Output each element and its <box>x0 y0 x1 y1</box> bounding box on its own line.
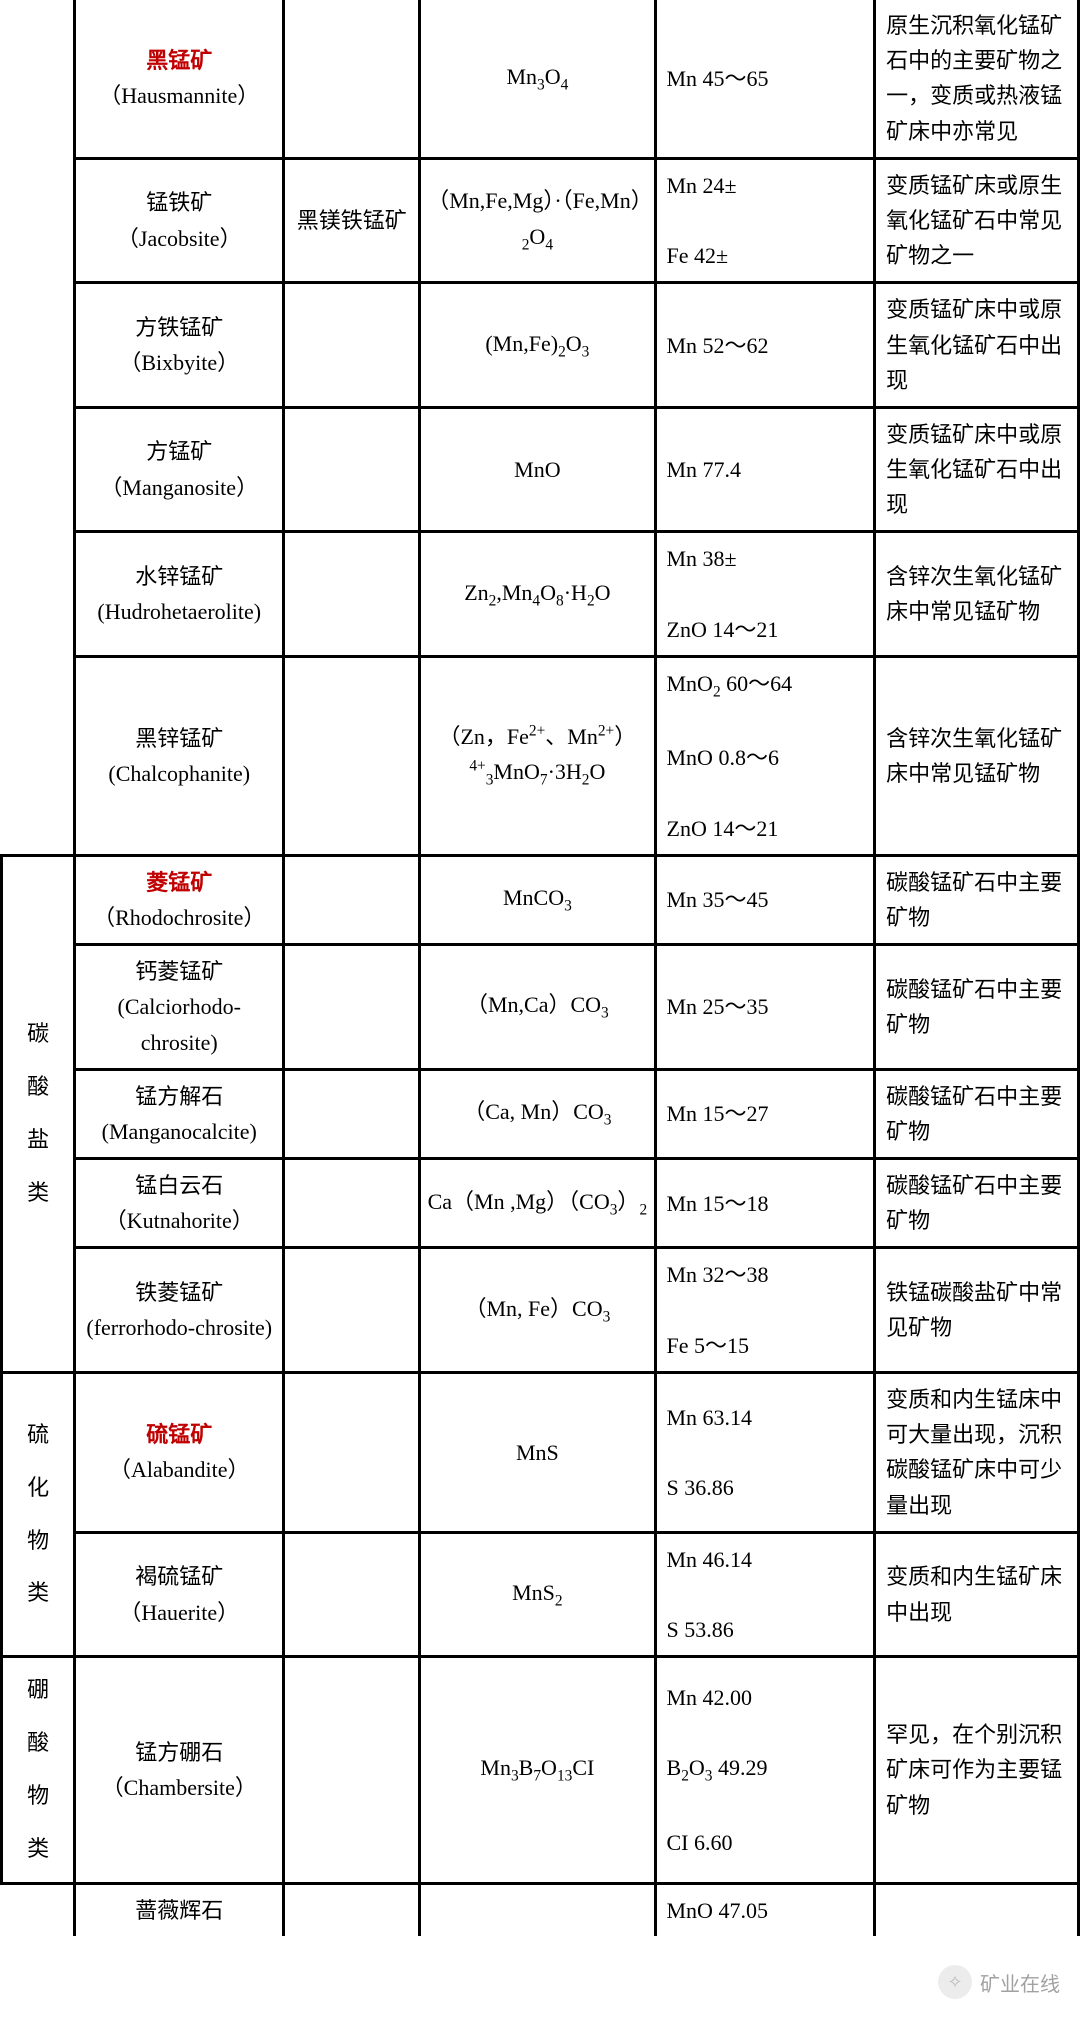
description-cell: 罕见，在个别沉积矿床可作为主要锰矿物 <box>875 1657 1079 1883</box>
elements-cell: Mn 38±ZnO 14～21 <box>655 532 875 657</box>
table-row: 褐硫锰矿（Hauerite） MnS2Mn 46.14S 53.86变质和内生锰矿… <box>2 1532 1079 1657</box>
mineral-name: 褐硫锰矿（Hauerite） <box>75 1532 284 1657</box>
variant-cell <box>284 1657 420 1883</box>
description-cell: 变质和内生锰床中可大量出现，沉积碳酸锰矿床中可少量出现 <box>875 1373 1079 1533</box>
elements-cell: Mn 15～27 <box>655 1069 875 1158</box>
variant-cell <box>284 657 420 856</box>
variant-cell <box>284 855 420 944</box>
formula-cell: (Mn,Fe)2O3 <box>420 283 655 408</box>
description-cell: 原生沉积氧化锰矿石中的主要矿物之一，变质或热液锰矿床中亦常见 <box>875 0 1079 158</box>
variant-cell <box>284 407 420 532</box>
table-row: 方锰矿（Manganosite） MnOMn 77.4变质锰矿床中或原生氧化锰矿石… <box>2 407 1079 532</box>
description-cell: 变质和内生锰矿床中出现 <box>875 1532 1079 1657</box>
elements-cell: MnO 47.05 <box>655 1883 875 1936</box>
elements-cell: Mn 45～65 <box>655 0 875 158</box>
mineral-name: 锰白云石（Kutnahorite） <box>75 1159 284 1248</box>
description-cell: 碳酸锰矿石中主要矿物 <box>875 1069 1079 1158</box>
mineral-name: 钙菱锰矿(Calciorhodo-chrosite) <box>75 945 284 1070</box>
formula-cell <box>420 1883 655 1936</box>
table-row: 硼酸物类锰方硼石（Chambersite） Mn3B7O13CIMn 42.00B… <box>2 1657 1079 1883</box>
mineral-name: 黑锌锰矿(Chalcophanite) <box>75 657 284 856</box>
table-row: 硫化物类硫锰矿（Alabandite）MnSMn 63.14S 36.86变质和… <box>2 1373 1079 1533</box>
description-cell: 碳酸锰矿石中主要矿物 <box>875 945 1079 1070</box>
table-row: 方铁锰矿（Bixbyite） (Mn,Fe)2O3Mn 52～62变质锰矿床中或原… <box>2 283 1079 408</box>
description-cell: 铁锰碳酸盐矿中常见矿物 <box>875 1248 1079 1373</box>
variant-cell <box>284 1069 420 1158</box>
formula-cell: Mn3B7O13CI <box>420 1657 655 1883</box>
elements-cell: Mn 24±Fe 42± <box>655 158 875 283</box>
description-cell: 变质锰矿床或原生氧化锰矿石中常见矿物之一 <box>875 158 1079 283</box>
formula-cell: MnCO3 <box>420 855 655 944</box>
formula-cell: MnS2 <box>420 1532 655 1657</box>
description-cell <box>875 1883 1079 1936</box>
elements-cell: Mn 63.14S 36.86 <box>655 1373 875 1533</box>
table-row: 碳酸盐类菱锰矿（Rhodochrosite）MnCO3Mn 35～45碳酸锰矿石… <box>2 855 1079 944</box>
elements-cell: Mn 32～38Fe 5～15 <box>655 1248 875 1373</box>
table-row: 黑锰矿（Hausmannite） Mn3O4Mn 45～65原生沉积氧化锰矿石中的… <box>2 0 1079 158</box>
category-cell: 碳酸盐类 <box>2 855 75 1372</box>
table-row: 锰白云石（Kutnahorite） Ca（Mn ,Mg）（CO3）2Mn 15～1… <box>2 1159 1079 1248</box>
mineral-name: 方锰矿（Manganosite） <box>75 407 284 532</box>
formula-cell: MnS <box>420 1373 655 1533</box>
variant-cell <box>284 283 420 408</box>
mineral-name: 锰方解石(Manganocalcite) <box>75 1069 284 1158</box>
variant-cell <box>284 0 420 158</box>
description-cell: 碳酸锰矿石中主要矿物 <box>875 855 1079 944</box>
variant-cell <box>284 1883 420 1936</box>
mineral-name: 硫锰矿（Alabandite） <box>75 1373 284 1533</box>
variant-cell <box>284 1373 420 1533</box>
description-cell: 含锌次生氧化锰矿床中常见锰矿物 <box>875 532 1079 657</box>
formula-cell: （Ca, Mn）CO3 <box>420 1069 655 1158</box>
elements-cell: Mn 77.4 <box>655 407 875 532</box>
wechat-icon: ✧ <box>938 1965 972 1999</box>
mineral-name: 铁菱锰矿(ferrorhodo-chrosite) <box>75 1248 284 1373</box>
watermark-text: 矿业在线 <box>980 1968 1060 1997</box>
formula-cell: Ca（Mn ,Mg）（CO3）2 <box>420 1159 655 1248</box>
mineral-name: 水锌锰矿(Hudrohetaerolite) <box>75 532 284 657</box>
variant-cell <box>284 1159 420 1248</box>
variant-cell <box>284 1248 420 1373</box>
formula-cell: （Mn, Fe）CO3 <box>420 1248 655 1373</box>
table-row: 钙菱锰矿(Calciorhodo-chrosite) （Mn,Ca）CO3Mn 2… <box>2 945 1079 1070</box>
table-row: 蔷薇辉石 MnO 47.05 <box>2 1883 1079 1936</box>
category-cell <box>2 1883 75 1936</box>
formula-cell: （Mn,Ca）CO3 <box>420 945 655 1070</box>
elements-cell: MnO2 60～64MnO 0.8～6ZnO 14～21 <box>655 657 875 856</box>
description-cell: 变质锰矿床中或原生氧化锰矿石中出现 <box>875 407 1079 532</box>
description-cell: 变质锰矿床中或原生氧化锰矿石中出现 <box>875 283 1079 408</box>
mineral-name: 蔷薇辉石 <box>75 1883 284 1936</box>
formula-cell: MnO <box>420 407 655 532</box>
variant-cell <box>284 1532 420 1657</box>
variant-cell <box>284 532 420 657</box>
elements-cell: Mn 46.14S 53.86 <box>655 1532 875 1657</box>
table-row: 水锌锰矿(Hudrohetaerolite) Zn2,Mn4O8·H2OMn 38… <box>2 532 1079 657</box>
mineral-name: 黑锰矿（Hausmannite） <box>75 0 284 158</box>
elements-cell: Mn 15～18 <box>655 1159 875 1248</box>
table-row: 黑锌锰矿(Chalcophanite) （Zn，Fe2+、Mn2+）4+3MnO7… <box>2 657 1079 856</box>
mineral-name: 菱锰矿（Rhodochrosite） <box>75 855 284 944</box>
watermark: ✧ 矿业在线 <box>938 1965 1060 1999</box>
table-row: 铁菱锰矿(ferrorhodo-chrosite) （Mn, Fe）CO3Mn 3… <box>2 1248 1079 1373</box>
variant-cell: 黑镁铁锰矿 <box>284 158 420 283</box>
description-cell: 碳酸锰矿石中主要矿物 <box>875 1159 1079 1248</box>
elements-cell: Mn 42.00B2O3 49.29CI 6.60 <box>655 1657 875 1883</box>
formula-cell: Zn2,Mn4O8·H2O <box>420 532 655 657</box>
elements-cell: Mn 52～62 <box>655 283 875 408</box>
elements-cell: Mn 35～45 <box>655 855 875 944</box>
category-cell: 硼酸物类 <box>2 1657 75 1883</box>
formula-cell: Mn3O4 <box>420 0 655 158</box>
table-row: 锰铁矿（Jacobsite）黑镁铁锰矿（Mn,Fe,Mg）·（Fe,Mn）2O4… <box>2 158 1079 283</box>
elements-cell: Mn 25～35 <box>655 945 875 1070</box>
formula-cell: （Zn，Fe2+、Mn2+）4+3MnO7·3H2O <box>420 657 655 856</box>
category-cell: 硫化物类 <box>2 1373 75 1657</box>
formula-cell: （Mn,Fe,Mg）·（Fe,Mn）2O4 <box>420 158 655 283</box>
mineral-name: 锰方硼石（Chambersite） <box>75 1657 284 1883</box>
mineral-table: 黑锰矿（Hausmannite） Mn3O4Mn 45～65原生沉积氧化锰矿石中的… <box>0 0 1080 1936</box>
table-row: 锰方解石(Manganocalcite) （Ca, Mn）CO3Mn 15～27碳… <box>2 1069 1079 1158</box>
category-cell <box>2 0 75 855</box>
mineral-name: 锰铁矿（Jacobsite） <box>75 158 284 283</box>
description-cell: 含锌次生氧化锰矿床中常见锰矿物 <box>875 657 1079 856</box>
variant-cell <box>284 945 420 1070</box>
mineral-name: 方铁锰矿（Bixbyite） <box>75 283 284 408</box>
